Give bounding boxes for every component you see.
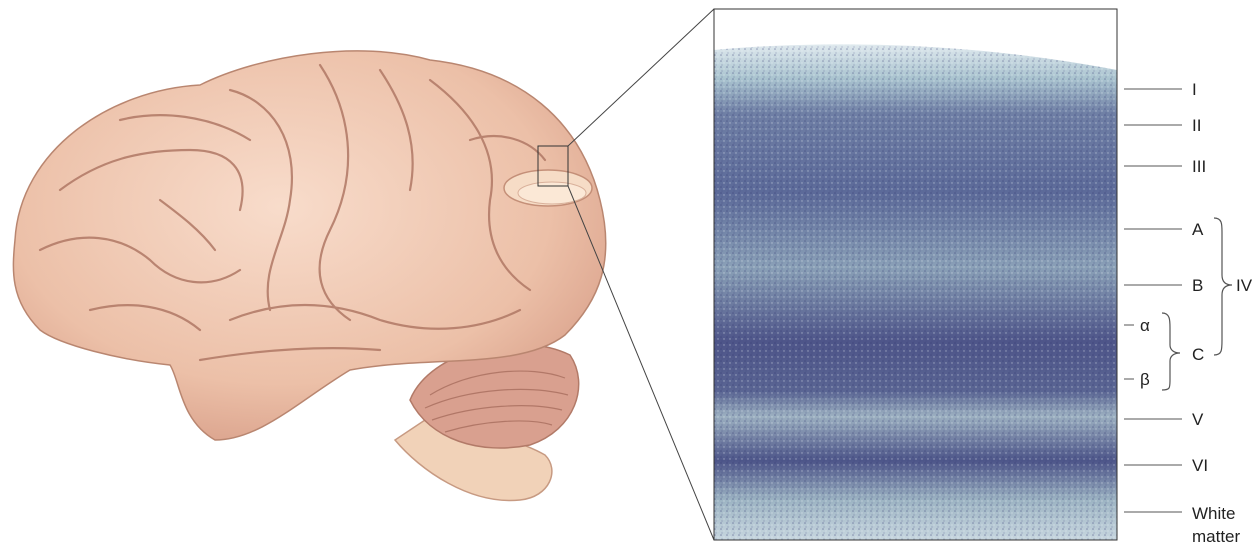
histology-section: [713, 8, 1118, 541]
layer-label-iva: A: [1192, 220, 1204, 239]
layer-label-alpha: α: [1140, 316, 1150, 335]
brain-illustration: [12, 50, 607, 502]
layer-label-ii: II: [1192, 116, 1202, 135]
layer-label-iii: III: [1192, 157, 1207, 176]
layer-label-matter: matter: [1192, 527, 1241, 546]
layer-label-beta: β: [1140, 370, 1150, 389]
layer-label-ivb: B: [1192, 276, 1204, 295]
layer-label-vi: VI: [1192, 456, 1209, 475]
layer-label-v: V: [1192, 410, 1204, 429]
layer-label-iv: IV: [1236, 276, 1253, 295]
layer-leader-lines: [1124, 88, 1182, 513]
layer-label-i: I: [1192, 80, 1197, 99]
layer-braces: [1161, 217, 1233, 391]
zoom-connector-lines: [567, 8, 715, 541]
layer-label-white: White: [1192, 504, 1236, 523]
layer-label-ivc: C: [1192, 345, 1205, 364]
